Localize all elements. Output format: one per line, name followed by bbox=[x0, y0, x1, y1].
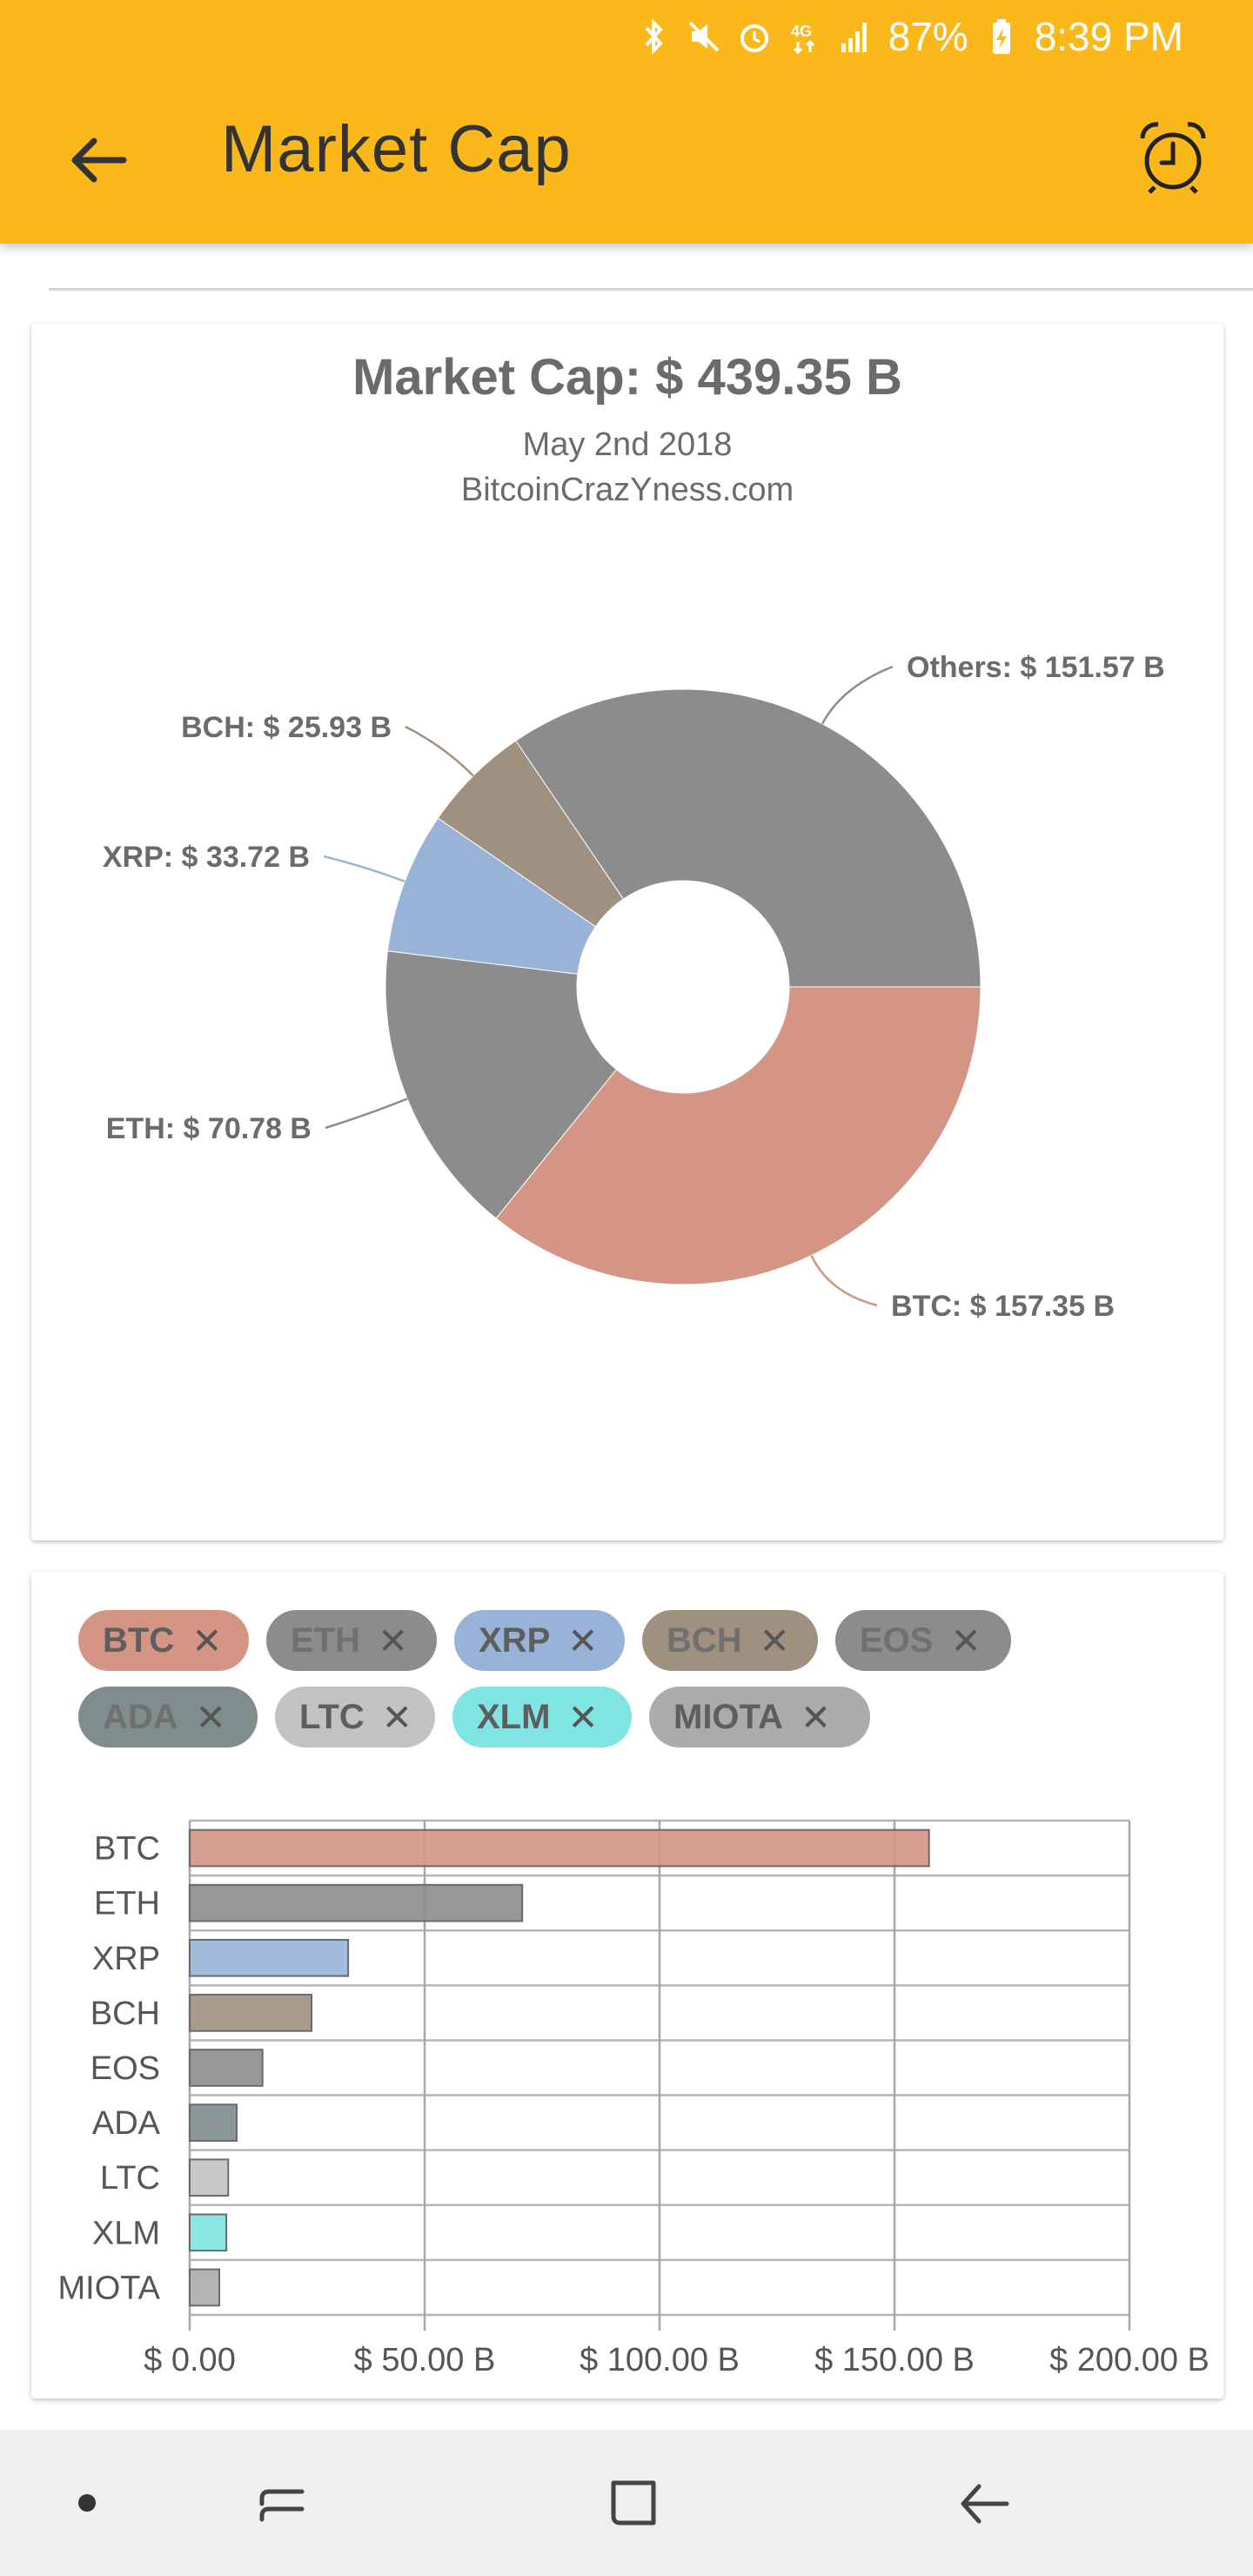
pie-connector-others bbox=[821, 665, 894, 725]
pie-label-btc: BTC: $ 157.35 B bbox=[891, 1290, 1115, 1323]
status-bar: 4G 87% 8:39 PM bbox=[0, 0, 1253, 73]
x-tick-label: $ 150.00 B bbox=[814, 2342, 975, 2378]
bar-xlm[interactable] bbox=[189, 2213, 228, 2252]
clock: 8:39 PM bbox=[1034, 14, 1183, 59]
back-nav-icon[interactable] bbox=[940, 2459, 1027, 2546]
y-category-label: BCH bbox=[90, 1996, 160, 2032]
battery-percent: 87% bbox=[888, 14, 968, 59]
alarm-button[interactable] bbox=[1129, 113, 1216, 200]
pie-slice-others[interactable] bbox=[515, 688, 982, 988]
pie-label-bch: BCH: $ 25.93 B bbox=[181, 711, 392, 744]
close-icon[interactable]: ✕ bbox=[381, 1696, 412, 1738]
pie-chart-date: May 2nd 2018 bbox=[522, 426, 733, 463]
chip-miota[interactable]: MIOTA ✕ bbox=[649, 1687, 870, 1748]
bar-eos[interactable] bbox=[189, 2049, 264, 2087]
app-bar: Market Cap bbox=[0, 73, 1253, 244]
pie-chart: BTC: $ 157.35 B ETH: $ 70.78 B XRP: $ 33.7… bbox=[103, 651, 1165, 1323]
close-icon[interactable]: ✕ bbox=[191, 1620, 223, 1661]
data-icon: 4G bbox=[787, 17, 822, 56]
chip-btc[interactable]: BTC ✕ bbox=[78, 1610, 249, 1671]
pie-label-eth: ETH: $ 70.78 B bbox=[106, 1112, 312, 1145]
signal-icon bbox=[838, 17, 873, 56]
chip-label: MIOTA bbox=[673, 1697, 783, 1736]
chip-bch[interactable]: BCH ✕ bbox=[642, 1610, 818, 1671]
chip-eos[interactable]: EOS ✕ bbox=[835, 1610, 1011, 1671]
y-category-label: ETH bbox=[94, 1886, 160, 1922]
recent-apps-icon[interactable] bbox=[238, 2459, 325, 2546]
bar-xrp[interactable] bbox=[189, 1938, 350, 1977]
pie-slice-btc[interactable] bbox=[495, 986, 982, 1285]
y-category-label: ADA bbox=[92, 2105, 161, 2142]
bar-btc[interactable] bbox=[189, 1828, 930, 1868]
svg-text:4G: 4G bbox=[791, 23, 812, 40]
chip-label: BCH bbox=[667, 1620, 742, 1660]
chip-xlm[interactable]: XLM ✕ bbox=[452, 1687, 632, 1748]
market-cap-bar-card: BTC ✕ ETH ✕ XRP ✕ BCH ✕ EOS ✕ ADA ✕ LTC ✕ XLM ✕ MIOTA ✕ $… bbox=[31, 1572, 1223, 2398]
back-button[interactable] bbox=[50, 117, 146, 204]
x-tick-label: $ 0.00 bbox=[144, 2342, 236, 2378]
chip-label: EOS bbox=[860, 1620, 934, 1660]
chip-xrp[interactable]: XRP ✕ bbox=[454, 1610, 625, 1671]
x-tick-label: $ 50.00 B bbox=[354, 2342, 496, 2378]
battery-charging-icon bbox=[984, 17, 1019, 56]
y-category-label: LTC bbox=[100, 2160, 160, 2197]
pie-connector-xrp bbox=[323, 855, 405, 883]
bar-chart: $ 0.00 $ 50.00 B $ 100.00 B $ 150.00 B $ 200… bbox=[57, 1819, 1209, 2378]
chip-eth[interactable]: ETH ✕ bbox=[266, 1610, 437, 1671]
x-tick-label: $ 200.00 B bbox=[1049, 2342, 1209, 2378]
arrow-back-icon bbox=[71, 138, 127, 183]
pie-label-others: Others: $ 151.57 B bbox=[907, 651, 1165, 684]
close-icon[interactable]: ✕ bbox=[950, 1620, 982, 1661]
chip-label: ETH bbox=[291, 1620, 360, 1660]
bar-ada[interactable] bbox=[189, 2103, 238, 2142]
y-category-label: MIOTA bbox=[57, 2270, 160, 2306]
divider bbox=[49, 288, 1253, 291]
chip-ada[interactable]: ADA ✕ bbox=[78, 1687, 258, 1748]
pie-slice-eth[interactable] bbox=[385, 950, 618, 1219]
pie-connector-btc bbox=[810, 1255, 878, 1307]
chip-ltc[interactable]: LTC ✕ bbox=[275, 1687, 435, 1748]
x-tick-label: $ 100.00 B bbox=[580, 2342, 740, 2378]
status-icons: 4G 87% 8:39 PM bbox=[636, 9, 1183, 64]
y-category-label: BTC bbox=[94, 1831, 160, 1868]
y-category-label: EOS bbox=[90, 2050, 160, 2087]
pie-connector-eth bbox=[325, 1097, 408, 1130]
chip-label: XRP bbox=[479, 1620, 551, 1660]
mute-icon bbox=[687, 17, 721, 56]
bar-ltc[interactable] bbox=[189, 2158, 230, 2197]
alarm-clock-icon bbox=[1140, 122, 1206, 194]
close-icon[interactable]: ✕ bbox=[567, 1620, 599, 1661]
bar-miota[interactable] bbox=[189, 2268, 221, 2307]
close-icon[interactable]: ✕ bbox=[378, 1620, 409, 1661]
system-nav-bar bbox=[0, 2430, 1253, 2576]
home-icon[interactable] bbox=[588, 2459, 675, 2546]
close-icon[interactable]: ✕ bbox=[800, 1696, 832, 1738]
bar-bch[interactable] bbox=[189, 1994, 313, 2032]
close-icon[interactable]: ✕ bbox=[759, 1620, 790, 1661]
pie-label-xrp: XRP: $ 33.72 B bbox=[103, 841, 310, 874]
pie-chart-title: Market Cap: $ 439.35 B bbox=[352, 349, 902, 406]
dot-icon[interactable] bbox=[44, 2459, 131, 2546]
chip-label: LTC bbox=[299, 1697, 365, 1736]
bluetooth-icon bbox=[636, 17, 671, 56]
alarm-icon bbox=[737, 17, 772, 56]
pie-chart-source: BitcoinCrazYness.com bbox=[460, 472, 794, 508]
page-title: Market Cap bbox=[221, 112, 572, 186]
y-category-label: XLM bbox=[92, 2215, 160, 2251]
chip-label: XLM bbox=[477, 1697, 551, 1736]
chip-label: ADA bbox=[103, 1697, 178, 1736]
close-icon[interactable]: ✕ bbox=[567, 1696, 599, 1738]
close-icon[interactable]: ✕ bbox=[195, 1696, 226, 1738]
market-cap-pie-card: Market Cap: $ 439.35 B May 2nd 2018 Bitc… bbox=[31, 324, 1223, 1540]
pie-connector-bch bbox=[405, 725, 474, 777]
y-category-label: XRP bbox=[92, 1941, 160, 1977]
chip-label: BTC bbox=[103, 1620, 175, 1660]
bar-eth[interactable] bbox=[189, 1883, 524, 1922]
